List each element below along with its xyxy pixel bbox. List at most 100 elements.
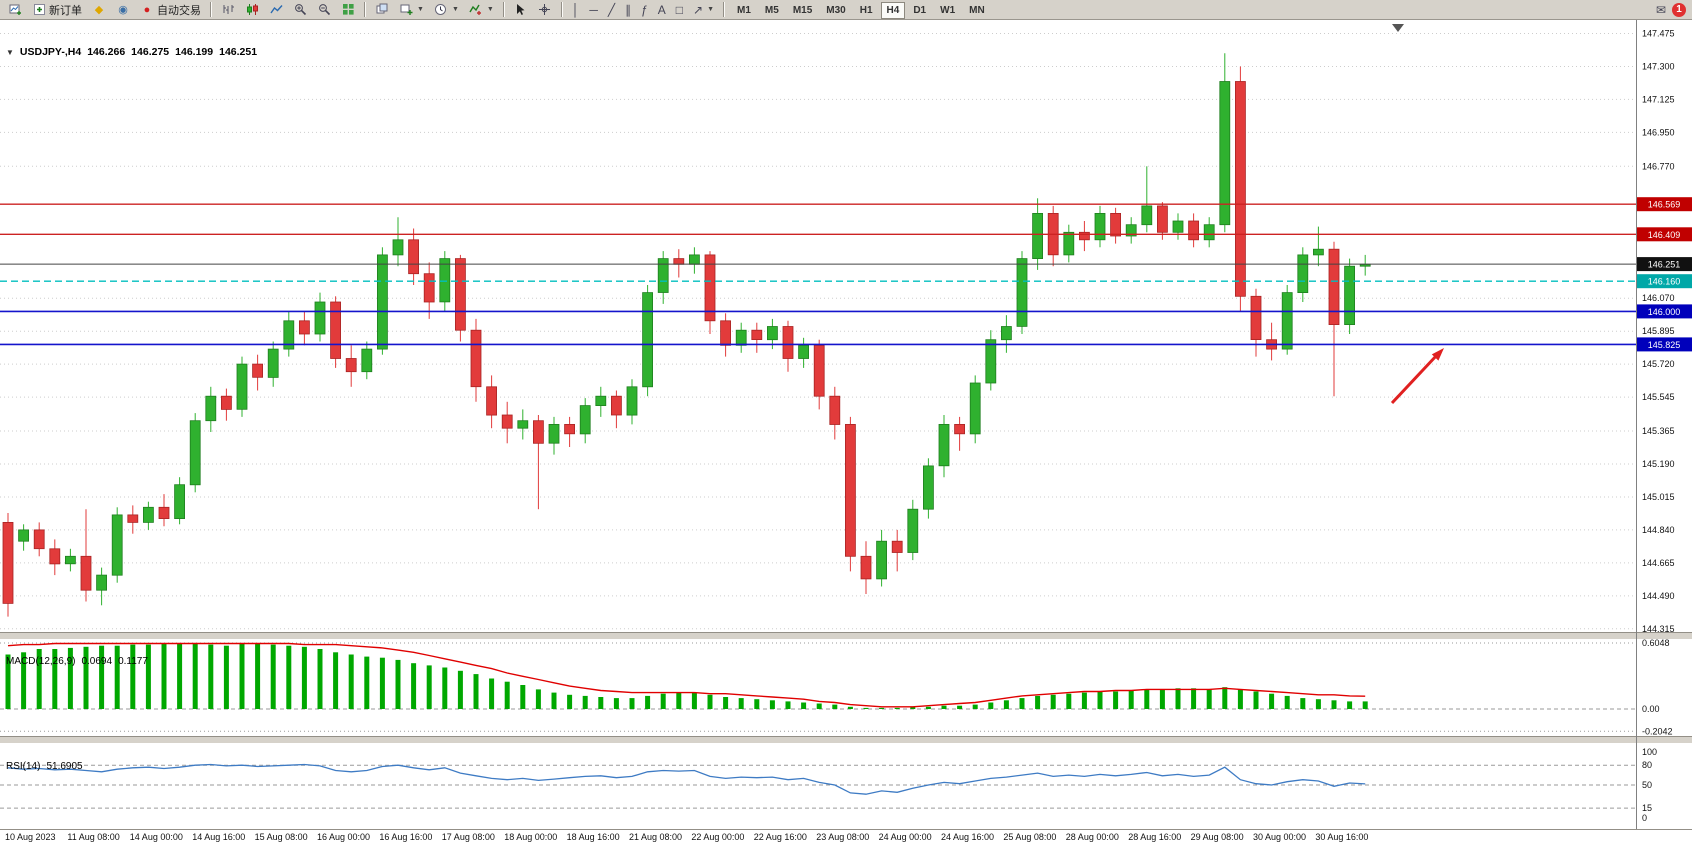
candle [298,311,310,346]
svg-text:22 Aug 16:00: 22 Aug 16:00 [754,832,807,842]
candle [392,217,404,267]
metaeditor-button[interactable]: ◆ [88,1,110,19]
svg-text:144.315: 144.315 [1642,624,1675,634]
candle [564,416,575,447]
price-level-145.825[interactable]: 145.825 [0,337,1692,352]
timeframe-H4[interactable]: H4 [880,2,906,19]
new-order-icon [32,3,46,17]
mail-icon[interactable]: ✉ [1655,2,1666,17]
annotation-arrow[interactable] [1390,348,1444,405]
timeframe-M1[interactable]: M1 [731,2,757,19]
candle [611,390,622,429]
svg-text:15 Aug 08:00: 15 Aug 08:00 [255,832,308,842]
auto-trading-label: 自动交易 [157,4,201,17]
new-order-label: 新订单 [49,4,82,17]
horizontal-line-tool-button[interactable]: ─ [585,1,602,19]
svg-text:15: 15 [1642,803,1652,813]
rsi-panel: 100 80 50 150 [0,747,1657,823]
timeframe-M30[interactable]: M30 [820,2,851,19]
candle [127,505,139,534]
svg-text:23 Aug 08:00: 23 Aug 08:00 [816,832,869,842]
new-chart-dropdown-button[interactable]: ▼ [395,1,428,19]
price-level-146.409[interactable]: 146.409 [0,227,1692,242]
candlestick-chart-button[interactable] [241,1,263,19]
new-order-button[interactable]: 新订单 [28,1,86,19]
svg-text:25 Aug 08:00: 25 Aug 08:00 [1003,832,1056,842]
svg-text:18 Aug 16:00: 18 Aug 16:00 [567,832,620,842]
candlestick-chart-icon [245,3,259,17]
svg-text:0.00: 0.00 [1642,704,1660,714]
crosshair-button[interactable] [534,1,556,19]
timeframe-D1[interactable]: D1 [907,2,932,19]
timeframe-M15[interactable]: M15 [787,2,818,19]
chart-context-triangle-icon[interactable]: ▼ [6,47,14,57]
candle [689,247,700,274]
price-level-146.160[interactable]: 146.160 [0,274,1692,289]
candle [1001,315,1012,353]
svg-text:0.6048: 0.6048 [1642,638,1670,648]
zoom-out-button[interactable] [313,1,335,19]
bar-chart-icon [221,3,235,17]
notification-badge[interactable]: 1 [1672,2,1686,17]
indicators-button[interactable]: ▼ [465,1,498,19]
bar-chart-button[interactable] [217,1,239,19]
chart-shift-marker[interactable] [1392,24,1404,32]
timeframe-MN[interactable]: MN [963,2,991,19]
zoom-in-button[interactable] [289,1,311,19]
panel-separator[interactable] [0,736,1692,744]
candle [1110,207,1121,244]
candle [1359,254,1371,276]
line-chart-button[interactable] [265,1,287,19]
new-chart-button[interactable] [4,1,26,19]
timeframe-W1[interactable]: W1 [934,2,961,19]
candle [189,413,201,493]
candle [376,247,388,355]
cascade-windows-button[interactable] [371,1,393,19]
line-chart-icon [269,3,283,17]
auto-trading-button[interactable]: ● 自动交易 [136,1,205,19]
svg-text:146.251: 146.251 [1648,260,1681,270]
horizontal-line-icon: ─ [589,2,598,17]
toolbar-separator [210,2,212,17]
macd-signal-line [7,642,1366,708]
fibonacci-tool-button[interactable]: ƒ [637,1,652,19]
svg-text:24 Aug 16:00: 24 Aug 16:00 [941,832,994,842]
candle [49,539,61,576]
channel-tool-button[interactable]: ∥ [621,1,635,19]
timeframe-M5[interactable]: M5 [759,2,785,19]
svg-text:28 Aug 16:00: 28 Aug 16:00 [1128,832,1181,842]
arrows-tool-button[interactable]: ↗ ▼ [689,1,718,19]
svg-text:14 Aug 16:00: 14 Aug 16:00 [192,832,245,842]
chart-canvas[interactable]: 147.475 147.300 147.125 146.950 146.770 146.0… [0,20,1692,851]
macd-name: MACD(12,26,9) [6,656,76,667]
indicators-icon [469,3,483,17]
price-level-146.569[interactable]: 146.569 [0,197,1692,212]
cursor-button[interactable] [510,1,532,19]
candle [361,341,373,380]
cursor-arrow-icon [514,3,528,17]
candle [111,507,123,583]
candle [1141,166,1153,233]
price-level-146.251[interactable]: 146.251 [0,257,1692,272]
periods-button[interactable]: ▼ [430,1,463,19]
svg-text:22 Aug 00:00: 22 Aug 00:00 [691,832,744,842]
candle [782,320,794,372]
tile-windows-button[interactable] [337,1,359,19]
text-label-tool-button[interactable]: □ [672,1,687,19]
price-level-146.000[interactable]: 146.000 [0,304,1692,319]
timeframe-H1[interactable]: H1 [854,2,879,19]
panel-separator[interactable] [0,632,1692,640]
trendline-tool-button[interactable]: ╱ [604,1,619,19]
svg-text:29 Aug 08:00: 29 Aug 08:00 [1191,832,1244,842]
candle [923,458,934,519]
svg-text:145.190: 145.190 [1642,459,1675,469]
candle [657,251,669,304]
candle [954,416,965,451]
community-button[interactable]: ◉ [112,1,134,19]
candle [626,379,638,425]
text-tool-button[interactable]: A [654,1,670,19]
candle [798,337,809,368]
svg-text:145.545: 145.545 [1642,392,1675,402]
svg-text:30 Aug 16:00: 30 Aug 16:00 [1315,832,1368,842]
vertical-line-tool-button[interactable]: │ [568,1,584,19]
